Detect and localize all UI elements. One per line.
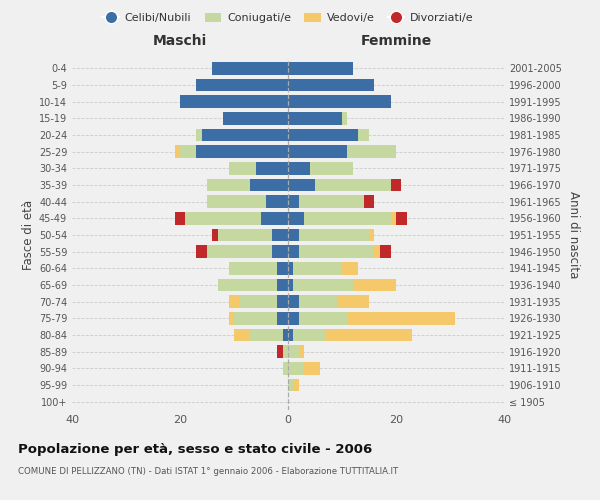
Bar — [288, 379, 293, 391]
Bar — [288, 62, 353, 74]
Bar — [196, 79, 288, 92]
Bar — [196, 146, 288, 158]
Bar — [347, 146, 396, 158]
Y-axis label: Anni di nascita: Anni di nascita — [567, 192, 580, 278]
Bar — [261, 212, 288, 224]
Bar — [347, 312, 455, 324]
Bar — [175, 212, 185, 224]
Bar — [283, 346, 288, 358]
Bar — [299, 296, 337, 308]
Bar — [229, 296, 239, 308]
Bar — [304, 212, 391, 224]
Bar — [353, 279, 396, 291]
Bar — [288, 179, 315, 192]
Bar — [250, 179, 288, 192]
Bar — [218, 279, 277, 291]
Bar — [391, 212, 396, 224]
Bar — [391, 179, 401, 192]
Bar — [299, 196, 364, 208]
Bar — [315, 179, 391, 192]
Bar — [277, 262, 288, 274]
Bar — [196, 129, 202, 141]
Bar — [288, 329, 293, 341]
Bar — [202, 129, 288, 141]
Bar — [364, 196, 374, 208]
Bar — [185, 212, 261, 224]
Bar — [288, 312, 299, 324]
Bar — [234, 329, 250, 341]
Bar — [283, 362, 288, 374]
Bar — [288, 212, 304, 224]
Bar — [239, 296, 277, 308]
Text: Femmine: Femmine — [361, 34, 431, 48]
Bar — [396, 212, 407, 224]
Bar — [272, 246, 288, 258]
Bar — [288, 112, 342, 124]
Bar — [229, 162, 256, 174]
Bar — [293, 279, 353, 291]
Bar — [299, 312, 347, 324]
Bar — [342, 112, 347, 124]
Bar — [180, 146, 196, 158]
Bar — [293, 262, 342, 274]
Bar — [310, 162, 353, 174]
Bar — [229, 262, 277, 274]
Bar — [369, 229, 374, 241]
Bar — [358, 129, 369, 141]
Bar — [304, 362, 320, 374]
Bar — [288, 279, 293, 291]
Bar — [207, 246, 272, 258]
Legend: Celibi/Nubili, Coniugati/e, Vedovi/e, Divorziati/e: Celibi/Nubili, Coniugati/e, Vedovi/e, Di… — [98, 8, 478, 28]
Bar — [196, 246, 207, 258]
Bar — [256, 162, 288, 174]
Bar — [234, 312, 277, 324]
Bar — [229, 312, 234, 324]
Bar — [288, 246, 299, 258]
Bar — [277, 346, 283, 358]
Bar — [288, 362, 304, 374]
Text: Popolazione per età, sesso e stato civile - 2006: Popolazione per età, sesso e stato civil… — [18, 442, 372, 456]
Bar — [277, 312, 288, 324]
Bar — [175, 146, 180, 158]
Bar — [288, 346, 299, 358]
Text: Maschi: Maschi — [153, 34, 207, 48]
Bar — [207, 196, 266, 208]
Bar — [266, 196, 288, 208]
Bar — [212, 62, 288, 74]
Y-axis label: Fasce di età: Fasce di età — [22, 200, 35, 270]
Bar — [288, 79, 374, 92]
Bar — [293, 379, 299, 391]
Bar — [299, 346, 304, 358]
Bar — [299, 229, 369, 241]
Bar — [288, 96, 391, 108]
Bar — [288, 129, 358, 141]
Bar — [212, 229, 218, 241]
Bar — [288, 146, 347, 158]
Bar — [380, 246, 391, 258]
Bar — [277, 296, 288, 308]
Bar — [272, 229, 288, 241]
Bar — [337, 296, 369, 308]
Bar — [207, 179, 250, 192]
Bar — [299, 246, 374, 258]
Bar — [326, 329, 412, 341]
Bar — [250, 329, 283, 341]
Bar — [283, 329, 288, 341]
Bar — [277, 279, 288, 291]
Text: COMUNE DI PELLIZZANO (TN) - Dati ISTAT 1° gennaio 2006 - Elaborazione TUTTITALIA: COMUNE DI PELLIZZANO (TN) - Dati ISTAT 1… — [18, 468, 398, 476]
Bar — [288, 296, 299, 308]
Bar — [288, 196, 299, 208]
Bar — [288, 162, 310, 174]
Bar — [223, 112, 288, 124]
Bar — [342, 262, 358, 274]
Bar — [293, 329, 326, 341]
Bar — [218, 229, 272, 241]
Bar — [374, 246, 380, 258]
Bar — [288, 229, 299, 241]
Bar — [288, 262, 293, 274]
Bar — [180, 96, 288, 108]
